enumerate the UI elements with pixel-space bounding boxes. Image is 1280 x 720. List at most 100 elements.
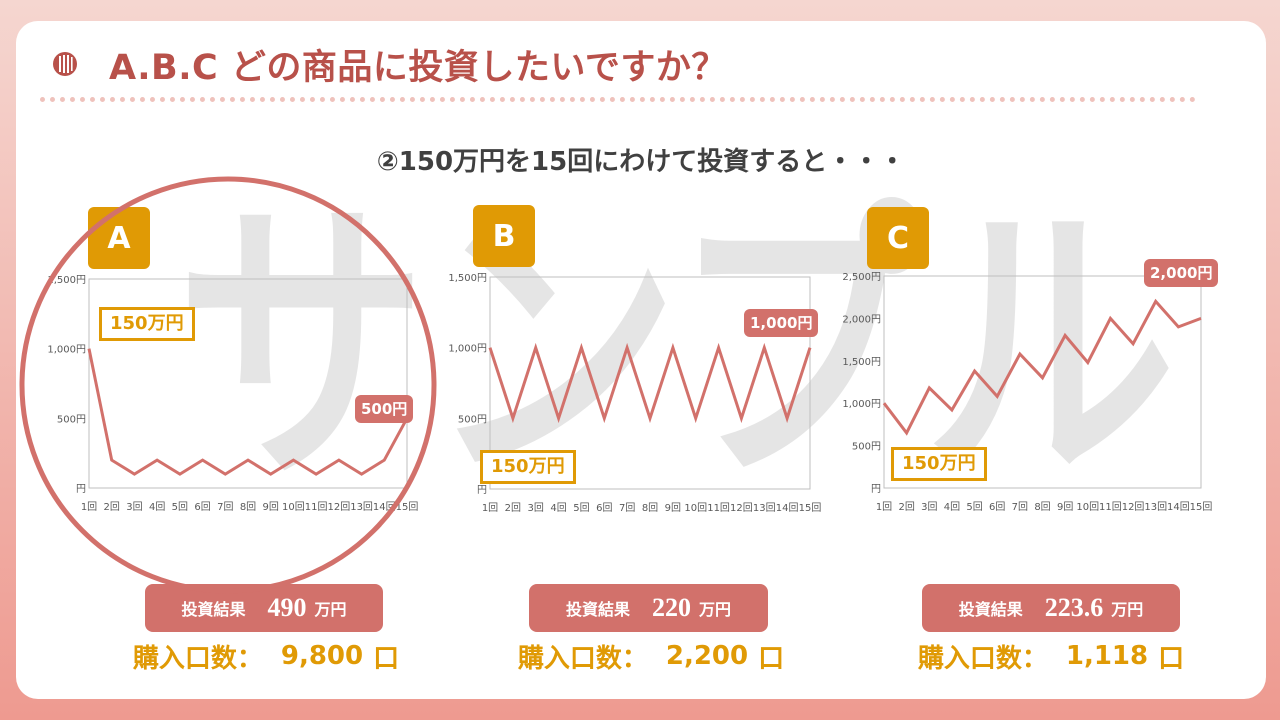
x-tick-label: 4回 <box>944 501 960 513</box>
chart-b: 円 500円 1,000円 1,500円 1回 2回 3回 4回 5回 6回 7回 8回 9回 10回 11… <box>448 273 821 514</box>
x-tick-label: 5回 <box>172 501 188 513</box>
result-value: 223.6 <box>1044 593 1104 622</box>
x-tick-label: 13回 <box>1144 501 1167 513</box>
panel-a: A 円 500円 1,000円 1,500円 1回 2回 3回 4回 5回 6回 7回 8回 9回 10回… <box>16 21 436 699</box>
x-tick-label: 4回 <box>149 501 165 513</box>
result-box: 投資結果 490 万円 <box>145 584 383 632</box>
x-tick-label: 15回 <box>799 502 821 514</box>
count-value: 1,118 <box>1065 641 1149 671</box>
x-tick-label: 12回 <box>1122 501 1145 513</box>
product-label-badge: A <box>88 207 150 269</box>
count-value: 9,800 <box>280 641 364 671</box>
title-divider <box>40 97 1196 102</box>
x-tick-label: 14回 <box>776 502 799 514</box>
panel-b: B 円 500円 1,000円 1,500円 1回 2回 3回 4回 5回 6回 7回 8回 9回 10回… <box>401 21 821 699</box>
x-tick-label: 1回 <box>876 501 892 513</box>
x-tick-label: 12回 <box>730 502 753 514</box>
x-tick-label: 3回 <box>126 501 142 513</box>
y-tick-label: 2,000円 <box>842 314 881 325</box>
x-tick-label: 13回 <box>350 501 373 513</box>
y-tick-label: 1,000円 <box>448 344 487 355</box>
panel-c: C 円 500円 1,000円 1,500円 2,000円 2,500円 1回 2回 3回 4回 5… <box>796 21 1219 699</box>
plot-area <box>883 275 1202 489</box>
x-tick-label: 11回 <box>305 501 328 513</box>
x-tick-label: 6回 <box>596 502 612 514</box>
x-tick-label: 11回 <box>1099 501 1122 513</box>
x-tick-label: 14回 <box>373 501 396 513</box>
count-unit: 口 <box>758 643 785 674</box>
x-tick-label: 5回 <box>573 502 589 514</box>
result-value: 490 <box>267 593 307 622</box>
count-unit: 口 <box>373 643 400 674</box>
y-tick-label: 1,500円 <box>448 273 487 284</box>
x-tick-label: 5回 <box>966 501 982 513</box>
series-line <box>882 298 1202 436</box>
x-tick-label: 6回 <box>194 501 210 513</box>
count-label: 購入口数： <box>132 643 263 674</box>
x-tick-label: 9回 <box>263 501 279 513</box>
x-tick-label: 1回 <box>482 502 498 514</box>
y-tick-label: 円 <box>76 484 86 495</box>
y-tick-label: 円 <box>871 484 881 495</box>
purchase-count: 購入口数： 9,800 口 <box>116 639 416 674</box>
result-label: 投資結果 <box>181 600 246 619</box>
x-tick-label: 1回 <box>81 501 97 513</box>
y-tick-label: 1,000円 <box>47 345 86 356</box>
page-title: A.B.C どの商品に投資したいですか？ <box>109 48 727 88</box>
x-tick-label: 4回 <box>550 502 566 514</box>
result-label: 投資結果 <box>958 600 1023 619</box>
x-tick-label: 13回 <box>753 502 776 514</box>
x-tick-label: 8回 <box>240 501 256 513</box>
x-tick-label: 12回 <box>327 501 350 513</box>
count-label: 購入口数： <box>517 643 648 674</box>
series-line <box>488 342 812 424</box>
investment-tag: 150万円 <box>99 307 195 341</box>
x-tick-label: 7回 <box>217 501 233 513</box>
x-tick-label: 2回 <box>505 502 521 514</box>
y-tick-label: 500円 <box>458 414 487 425</box>
x-tick-label: 2回 <box>898 501 914 513</box>
x-tick-label: 8回 <box>642 502 658 514</box>
title-bullet-icon <box>53 52 77 76</box>
result-unit: 万円 <box>699 600 732 619</box>
y-tick-label: 円 <box>477 485 487 496</box>
end-value-callout: 1,000円 <box>744 309 819 337</box>
x-tick-label: 10回 <box>684 502 707 514</box>
x-tick-label: 6回 <box>989 501 1005 513</box>
count-unit: 口 <box>1158 643 1185 674</box>
result-label: 投資結果 <box>565 600 630 619</box>
x-tick-label: 7回 <box>1012 501 1028 513</box>
result-unit: 万円 <box>1111 600 1144 619</box>
purchase-count: 購入口数： 2,200 口 <box>501 639 801 674</box>
result-unit: 万円 <box>314 600 347 619</box>
x-tick-label: 2回 <box>104 501 120 513</box>
x-tick-label: 7回 <box>619 502 635 514</box>
x-tick-label: 10回 <box>282 501 305 513</box>
x-tick-label: 9回 <box>1057 501 1073 513</box>
x-tick-label: 10回 <box>1076 501 1099 513</box>
y-tick-label: 2,500円 <box>842 272 881 283</box>
y-tick-label: 1,000円 <box>842 399 881 410</box>
end-value-callout: 2,000円 <box>1144 259 1219 287</box>
x-tick-label: 15回 <box>1190 501 1213 513</box>
slide: A.B.C どの商品に投資したいですか？ サンプル ②150万円を15回にわけて… <box>16 21 1266 699</box>
count-value: 2,200 <box>665 641 749 671</box>
result-box: 投資結果 223.6 万円 <box>922 584 1180 632</box>
chart-c: 円 500円 1,000円 1,500円 2,000円 2,500円 1回 2回 3回 4回 5回 6… <box>842 272 1213 513</box>
product-label-badge: C <box>867 207 929 269</box>
y-tick-label: 1,500円 <box>47 275 86 286</box>
purchase-count: 購入口数： 1,118 口 <box>901 639 1201 674</box>
investment-tag: 150万円 <box>891 447 987 481</box>
result-box: 投資結果 220 万円 <box>529 584 768 632</box>
x-tick-label: 3回 <box>528 502 544 514</box>
x-tick-label: 11回 <box>707 502 730 514</box>
result-value: 220 <box>652 593 691 622</box>
y-tick-label: 500円 <box>852 442 881 453</box>
y-tick-label: 500円 <box>57 414 86 425</box>
count-label: 購入口数： <box>917 643 1048 674</box>
investment-tag: 150万円 <box>480 450 576 484</box>
plot-area <box>489 276 811 490</box>
product-label-badge: B <box>473 205 535 267</box>
y-tick-label: 1,500円 <box>842 357 881 368</box>
x-tick-label: 8回 <box>1034 501 1050 513</box>
